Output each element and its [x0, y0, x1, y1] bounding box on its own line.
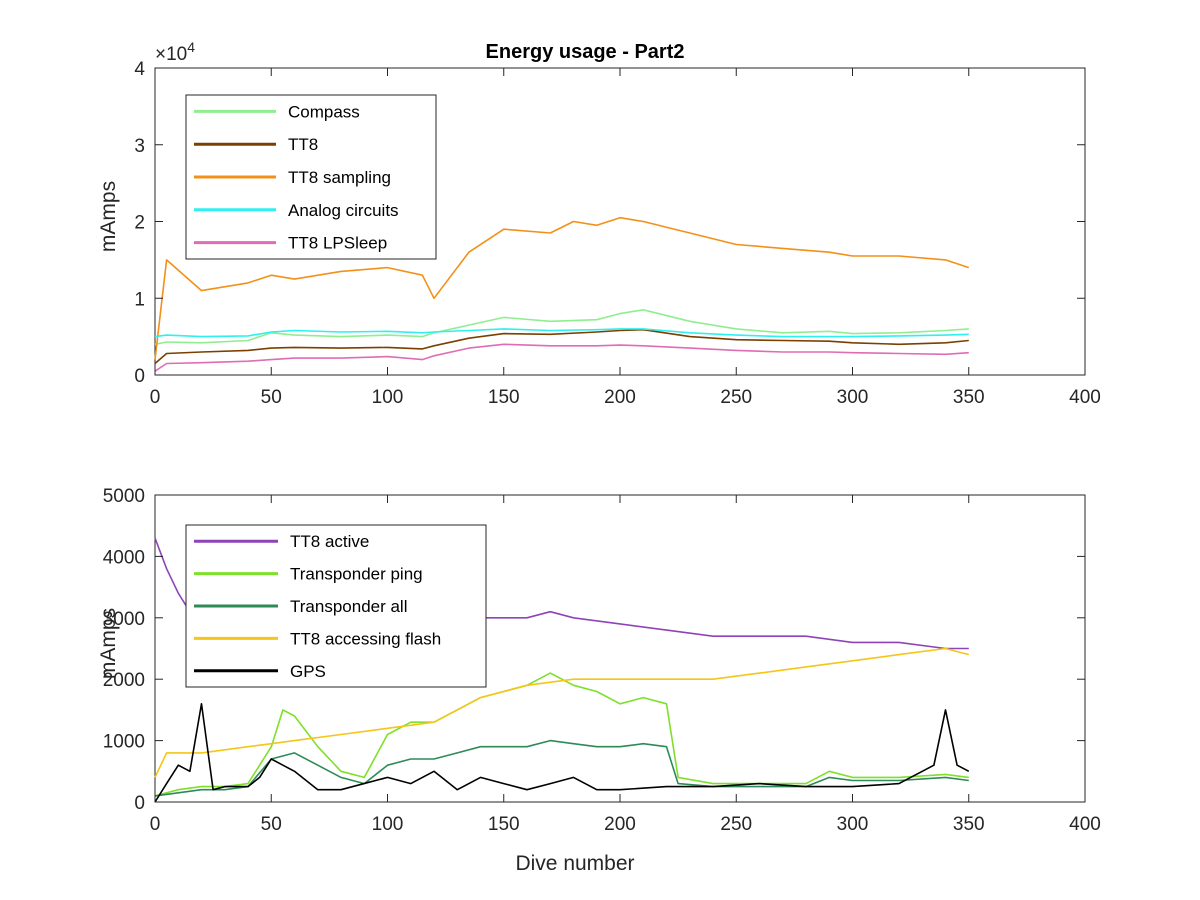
legend-label: Compass: [288, 102, 360, 121]
legend-label: TT8 sampling: [288, 168, 391, 187]
chart-panel-2: 0 50 100 150 200 250 300 350 4000100020003000400…: [97, 486, 1101, 875]
legend-label: Transponder ping: [290, 565, 423, 584]
x-tick-label: 300: [837, 387, 869, 408]
series-line-1-2: [154, 328, 969, 365]
y-tick-label: 4000: [103, 547, 145, 568]
y-exponent-power: 4: [187, 39, 195, 55]
y-axis-label: mAmps: [97, 608, 120, 679]
y-tick-label: 1000: [103, 732, 145, 753]
series-line-1-4: [154, 328, 969, 338]
x-tick-label: 50: [261, 814, 282, 835]
y-axis-label: mAmps: [97, 181, 120, 252]
x-tick-label: 300: [837, 814, 869, 835]
y-tick-label: 0: [134, 793, 145, 814]
legend-label: TT8 accessing flash: [290, 629, 441, 648]
x-axis-label: Dive number: [515, 852, 634, 875]
x-tick-label: 50: [261, 387, 282, 408]
legend-2: TT8 active Transponder ping Transponder al…: [185, 524, 487, 688]
x-tick-label: 350: [953, 814, 985, 835]
series-line-2-5: [154, 702, 970, 803]
x-tick-label: 400: [1069, 387, 1101, 408]
chart-title: Energy usage - Part2: [486, 41, 685, 63]
legend-label: TT8 active: [290, 532, 369, 551]
x-tick-label: 0: [150, 814, 161, 835]
legend-label: GPS: [290, 662, 326, 681]
y-tick-label: 2000: [103, 670, 145, 691]
y-tick-label: 1: [134, 289, 145, 310]
x-tick-label: 200: [604, 814, 636, 835]
legend-label: Analog circuits: [288, 201, 399, 220]
y-tick-label: 4: [134, 59, 145, 80]
x-tick-label: 100: [372, 387, 404, 408]
x-tick-label: 150: [488, 387, 520, 408]
series-line-2-4: [154, 647, 970, 778]
legend-label: TT8: [288, 135, 318, 154]
x-tick-label: 100: [372, 814, 404, 835]
y-tick-label: 2: [134, 213, 145, 234]
x-tick-label: 350: [953, 387, 985, 408]
series-line-1-3: [154, 216, 970, 360]
x-tick-label: 250: [720, 387, 752, 408]
y-tick-label: 0: [134, 366, 145, 387]
x-tick-label: 250: [720, 814, 752, 835]
y-tick-label: 5000: [103, 486, 145, 507]
x-tick-label: 400: [1069, 814, 1101, 835]
legend-label: Transponder all: [290, 597, 408, 616]
legend-label: TT8 LPSleep: [288, 234, 387, 253]
x-tick-label: 200: [604, 387, 636, 408]
series-line-1-5: [154, 343, 969, 372]
legend-1: Compass TT8 TT8 sampling Analog circuits TT8…: [185, 94, 437, 260]
x-tick-label: 0: [150, 387, 161, 408]
series-line-1-1: [154, 308, 969, 346]
y-tick-label: 3: [134, 136, 145, 157]
y-tick-label: 3000: [103, 609, 145, 630]
x-tick-label: 150: [488, 814, 520, 835]
